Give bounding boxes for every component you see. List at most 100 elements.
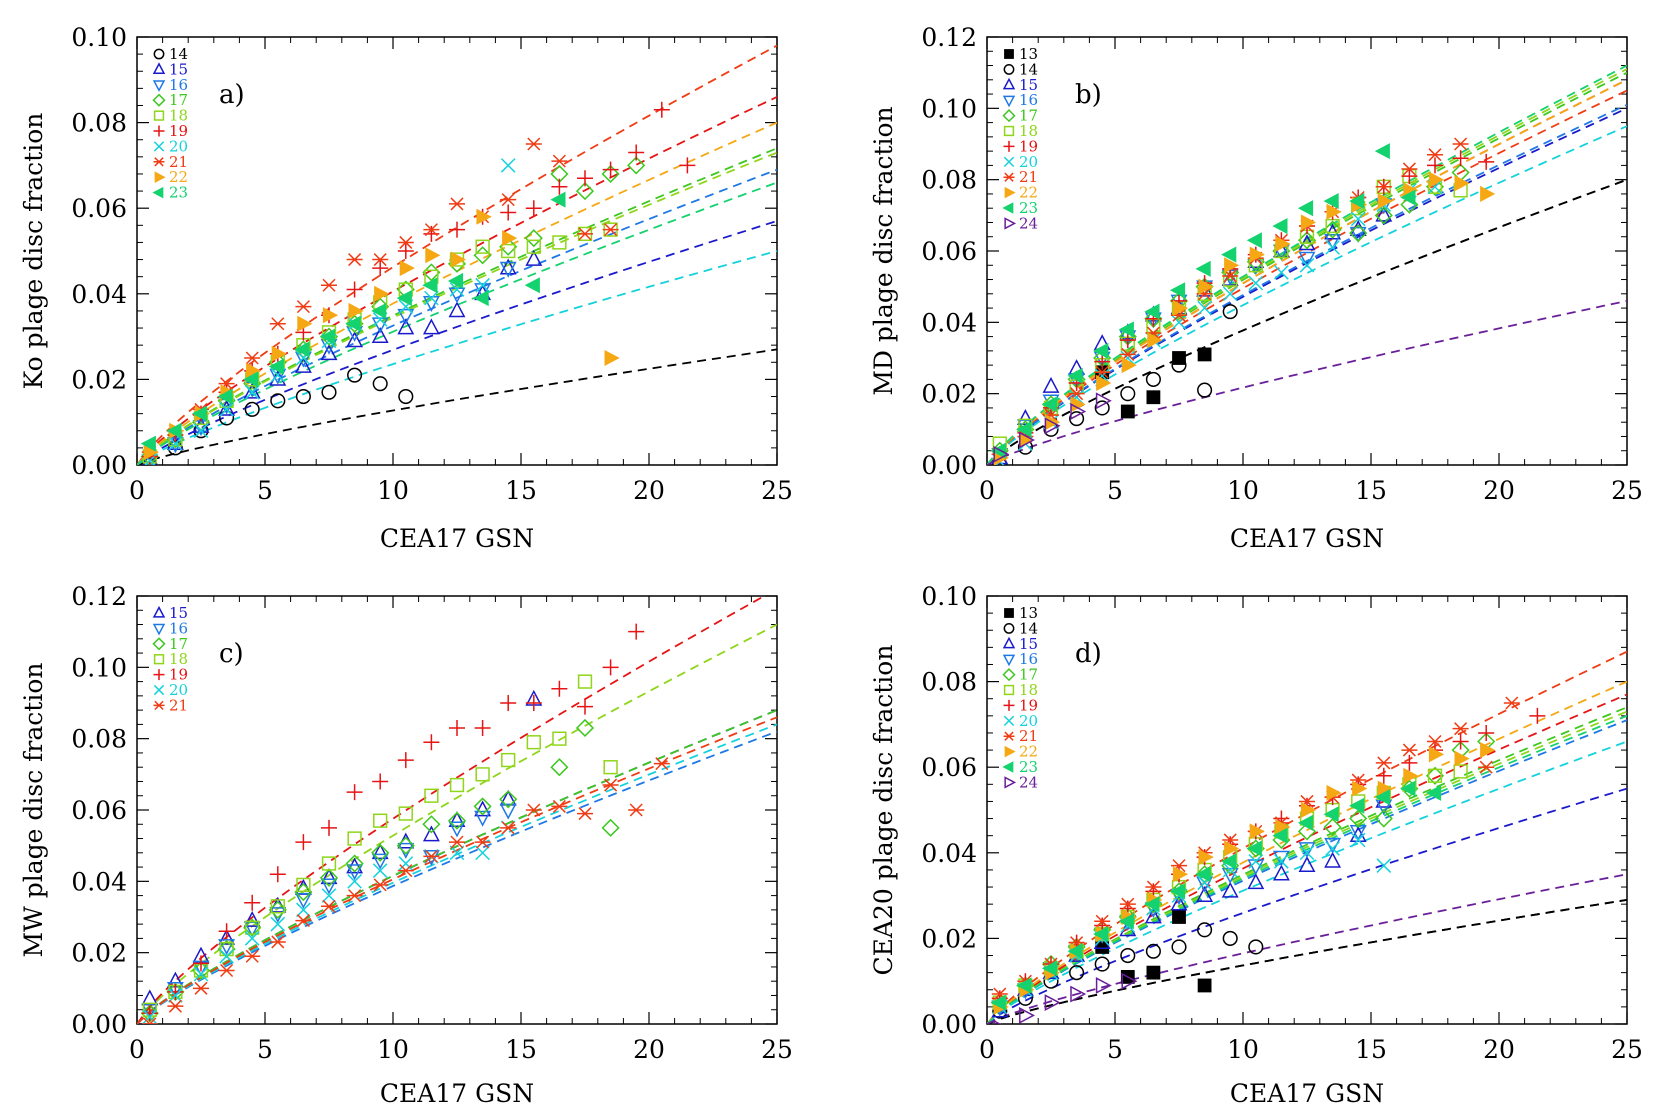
- panel-tag-c: c): [219, 639, 244, 669]
- data-point-cycle-23: [1195, 260, 1211, 277]
- data-point-cycle-21: [474, 835, 491, 849]
- data-point-cycle-20: [1171, 315, 1187, 330]
- data-point-cycle-22: [271, 345, 287, 362]
- data-point-cycle-20: [1350, 211, 1366, 227]
- data-point-cycle-18: [1453, 764, 1468, 779]
- data-point-cycle-23: [1272, 218, 1288, 235]
- x-tick-label: 10: [377, 1035, 409, 1064]
- data-point-cycle-19: [1427, 157, 1443, 174]
- data-point-cycle-23: [1323, 806, 1339, 823]
- y-tick-label: 0.04: [921, 308, 977, 337]
- data-point-cycle-21: [372, 878, 389, 892]
- data-point-cycle-16: [397, 842, 415, 859]
- data-point-cycle-20: [424, 290, 439, 306]
- data-point-cycle-21: [269, 317, 286, 331]
- legend-marker-14: [153, 48, 165, 60]
- legend-label-18: 18: [169, 107, 188, 125]
- x-tick-label: 5: [1107, 476, 1123, 505]
- legend-label-15: 15: [169, 60, 188, 78]
- data-point-cycle-21: [218, 963, 235, 978]
- panel-d-content: 0 5 10 15 20 250.000.020.040.060.080.10131415…: [921, 582, 1643, 1064]
- data-point-cycle-14: [398, 388, 414, 405]
- data-point-cycle-14: [295, 388, 311, 405]
- panel-c-content: 0 5 10 15 20 25 0.00 0.02 0.04 0.06 0.08 0.10 0.12 15…: [71, 582, 793, 1064]
- data-point-cycle-20: [475, 277, 490, 293]
- legend-label-19: 19: [1019, 696, 1038, 714]
- data-point-cycle-18: [1427, 768, 1443, 783]
- data-point-cycle-17: [396, 836, 415, 855]
- data-point-cycle-23: [1144, 896, 1160, 913]
- data-point-cycle-17: [575, 182, 595, 201]
- data-point-cycle-19: [1478, 153, 1495, 170]
- data-point-cycle-16: [166, 981, 184, 998]
- legend-marker-21: [153, 700, 165, 711]
- data-point-cycle-15: [192, 416, 210, 433]
- data-point-cycle-21: [346, 889, 363, 903]
- legend-marker-13: [1004, 49, 1014, 59]
- data-point-cycle-21: [397, 864, 414, 878]
- data-point-cycle-15: [448, 301, 466, 318]
- data-point-cycle-22: [1454, 175, 1470, 192]
- data-point-cycle-23: [1067, 943, 1083, 960]
- data-point-cycle-24: [1070, 403, 1087, 420]
- data-point-cycle-22: [502, 230, 518, 247]
- fit-line-cycle-23: [137, 181, 777, 465]
- data-point-cycle-17: [499, 790, 518, 809]
- data-point-cycle-23: [1349, 193, 1365, 210]
- data-point-cycle-16: [243, 921, 261, 938]
- data-point-cycle-22: [1147, 332, 1163, 349]
- data-point-cycle-21: [372, 253, 389, 267]
- data-point-cycle-21: [628, 803, 645, 817]
- data-point-cycle-19: [628, 623, 645, 640]
- data-point-cycle-20: [1274, 854, 1289, 869]
- y-tick-label: 0.02: [921, 380, 977, 409]
- data-point-cycle-21: [423, 223, 440, 237]
- data-point-cycle-20: [296, 902, 311, 918]
- data-point-cycle-17: [1374, 809, 1393, 828]
- data-point-cycle-24: [1095, 977, 1112, 994]
- data-point-cycle-15: [142, 451, 158, 465]
- data-point-cycle-21: [295, 914, 312, 928]
- data-point-cycle-17: [319, 868, 339, 887]
- data-point-cycle-23: [447, 272, 464, 289]
- y-tick-label: 0.00: [71, 451, 127, 480]
- ylabel-d: CEA20 plage disc fraction: [869, 645, 898, 976]
- chart-marks: 0 5 10 15 20 250.000.020.040.060.080.10141516…: [71, 23, 1643, 1064]
- data-point-cycle-14: [1145, 943, 1161, 959]
- data-point-cycle-19: [141, 1005, 158, 1022]
- data-point-cycle-14: [1248, 939, 1264, 955]
- data-point-cycle-16: [448, 287, 466, 304]
- data-point-cycle-19: [525, 695, 542, 711]
- legend-marker-16: [1002, 95, 1016, 108]
- y-tick-label: 0.12: [71, 582, 127, 611]
- data-point-cycle-18: [245, 920, 260, 935]
- x-tick-label: 5: [1107, 1035, 1123, 1064]
- data-point-cycle-21: [1452, 137, 1469, 151]
- fit-line-cycle-16: [137, 730, 777, 1024]
- data-point-cycle-23: [1169, 883, 1186, 900]
- data-point-cycle-23: [1297, 814, 1314, 831]
- data-point-cycle-18: [270, 899, 285, 914]
- data-point-cycle-16: [499, 803, 517, 820]
- fit-line-cycle-15: [137, 220, 777, 465]
- data-point-cycle-14: [372, 376, 388, 392]
- data-point-cycle-19: [602, 659, 619, 676]
- data-point-cycle-23: [1349, 797, 1365, 814]
- fit-line-cycle-16: [987, 719, 1627, 1024]
- data-point-cycle-23: [1067, 367, 1083, 384]
- data-point-cycle-23: [1246, 232, 1262, 249]
- data-point-cycle-23: [268, 358, 284, 375]
- data-point-cycle-23: [1093, 342, 1109, 359]
- data-point-cycle-23: [422, 277, 438, 294]
- legend-marker-24: [1004, 776, 1017, 789]
- legend-label-23: 23: [169, 184, 188, 202]
- panel-a-content: 0 5 10 15 20 250.000.020.040.060.080.10141516…: [71, 23, 793, 505]
- x-tick-label: 20: [1483, 1035, 1515, 1064]
- x-tick-label: 20: [633, 476, 665, 505]
- legend-marker-22: [1004, 745, 1016, 758]
- legend-label-14: 14: [169, 45, 188, 63]
- legend-marker-19: [1003, 699, 1015, 711]
- fit-line-cycle-15: [987, 787, 1627, 1024]
- data-point-cycle-21: [295, 300, 312, 314]
- data-point-cycle-21: [423, 849, 440, 863]
